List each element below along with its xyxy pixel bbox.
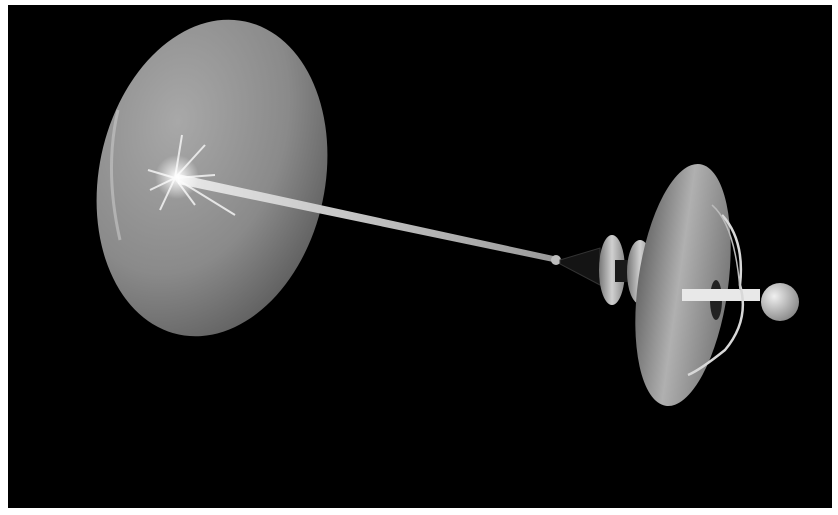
large-disc bbox=[96, 19, 328, 337]
disc-highlight bbox=[110, 109, 122, 241]
arm bbox=[682, 289, 760, 301]
beam bbox=[178, 174, 558, 263]
cone bbox=[559, 247, 601, 286]
beam-tip bbox=[551, 255, 561, 265]
right-dish bbox=[635, 164, 731, 406]
sphere bbox=[761, 283, 799, 321]
wire bbox=[687, 214, 745, 377]
small-disc bbox=[599, 235, 625, 305]
wire bbox=[711, 204, 741, 291]
spark-glow bbox=[155, 155, 199, 199]
